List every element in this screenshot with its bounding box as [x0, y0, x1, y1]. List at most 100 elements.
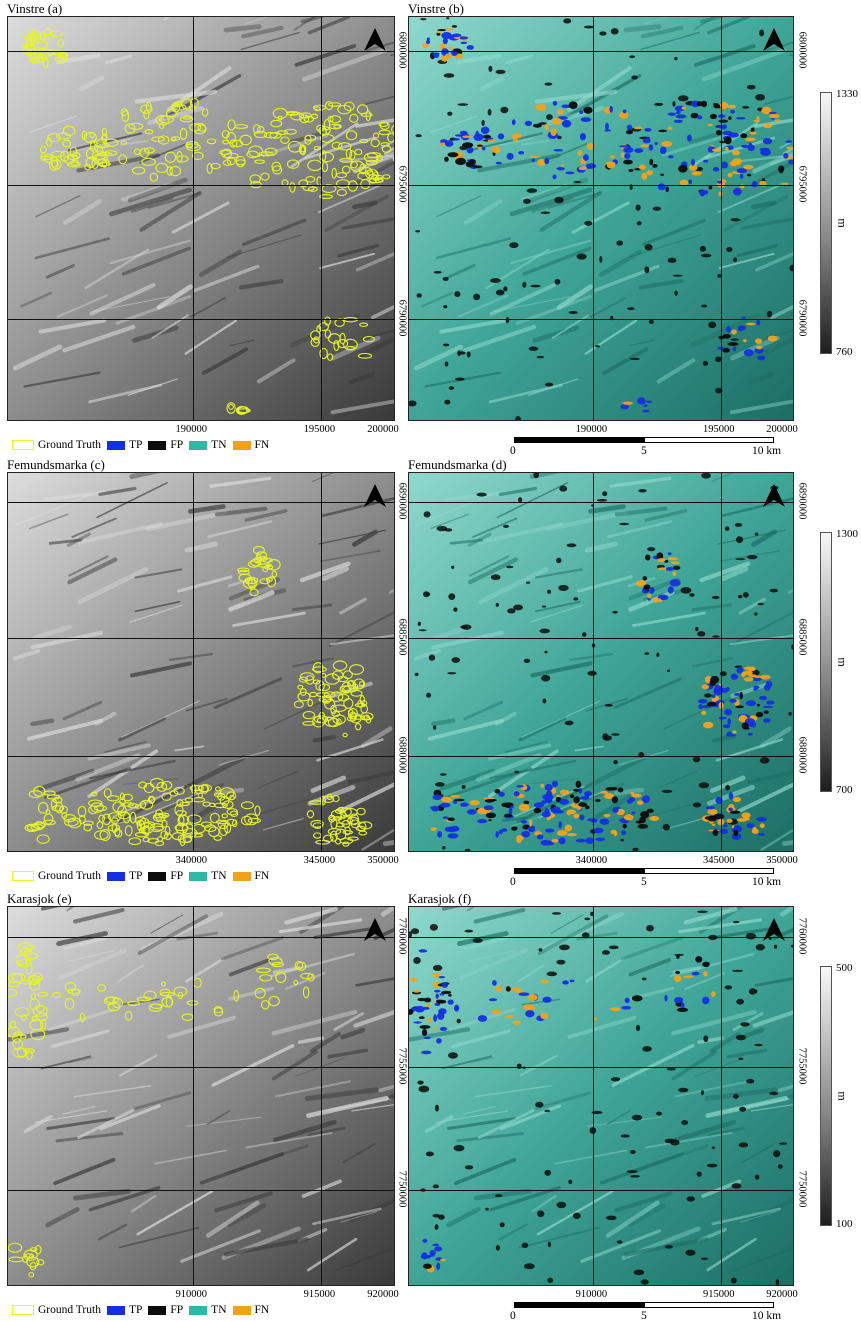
- y-tick-label: 6790000: [396, 299, 408, 337]
- grid-line-horizontal: [409, 756, 793, 758]
- hillshade: [8, 17, 394, 420]
- y-tick-label: 6800000: [796, 31, 808, 68]
- classification-map: [408, 906, 794, 1286]
- y-tick-label: 6885000: [396, 618, 408, 656]
- x-tick-label: 340000: [575, 855, 608, 866]
- y-tick-label: 7750000: [396, 1170, 408, 1208]
- legend-swatch: [106, 1305, 125, 1315]
- x-tick-label: 910000: [575, 1289, 608, 1300]
- legend-label: FP: [170, 1304, 184, 1316]
- elevation-map: [7, 472, 395, 852]
- y-tick-label: 6800000: [396, 31, 408, 68]
- y-tick-label: 6890000: [796, 482, 808, 519]
- x-tick-label: 190000: [575, 424, 608, 435]
- grid-line-vertical: [193, 907, 195, 1285]
- legend-item-fp: FP: [148, 1304, 183, 1316]
- classification-overlay: [409, 473, 793, 851]
- x-tick-label: 200000: [766, 424, 798, 435]
- y-tick-label: 6880000: [396, 736, 408, 774]
- colorbar-min-label: 760: [836, 346, 853, 358]
- x-tick-label: 190000: [175, 424, 208, 435]
- x-tick-label: 920000: [367, 1289, 399, 1300]
- x-tick-label: 340000: [175, 855, 208, 866]
- legend-label: TN: [211, 439, 227, 451]
- legend-swatch: [148, 440, 167, 450]
- grid-line-horizontal: [409, 501, 793, 503]
- grid-line-horizontal: [409, 937, 793, 939]
- legend-swatch: [148, 871, 167, 881]
- scale-bar: [514, 1302, 774, 1310]
- legend-item-tp: TP: [106, 870, 143, 882]
- legend: Ground Truth TP FP TN FN: [12, 439, 275, 451]
- legend-item-tn: TN: [189, 870, 227, 882]
- north-arrow-icon: [362, 483, 388, 509]
- y-tick-label: 6790000: [796, 299, 808, 337]
- legend-item-fp: FP: [148, 439, 183, 451]
- scale-bar: [514, 437, 774, 445]
- grid-line-vertical: [720, 17, 722, 420]
- x-tick-label: 195000: [702, 424, 735, 435]
- legend-item-ground_truth: Ground Truth: [12, 1304, 101, 1316]
- legend-label: TP: [128, 439, 143, 451]
- legend-swatch: [106, 871, 125, 881]
- legend-label: Ground Truth: [38, 1304, 101, 1316]
- scale-mid-label: 5: [641, 1310, 647, 1322]
- grid-line-horizontal: [409, 1190, 793, 1192]
- x-tick-label: 195000: [303, 424, 336, 435]
- elevation-colorbar: [820, 92, 832, 354]
- legend-swatch: [189, 440, 208, 450]
- legend-label: TN: [211, 1304, 227, 1316]
- scale-bar-black-segment: [514, 868, 644, 874]
- legend-item-ground_truth: Ground Truth: [12, 870, 101, 882]
- legend-swatch: [232, 440, 251, 450]
- grid-line-vertical: [321, 17, 323, 420]
- y-tick-label: 6795000: [396, 165, 408, 203]
- x-tick-label: 345000: [702, 855, 735, 866]
- scale-bar-black-segment: [514, 1302, 644, 1308]
- legend-item-fp: FP: [148, 870, 183, 882]
- north-arrow-icon: [362, 27, 388, 53]
- north-arrow-icon: [761, 483, 787, 509]
- x-tick-label: 350000: [367, 855, 399, 866]
- grid-line-vertical: [720, 907, 722, 1285]
- grid-line-horizontal: [8, 185, 394, 187]
- grid-line-vertical: [193, 473, 195, 851]
- elevation-map: [7, 906, 395, 1286]
- legend-item-tp: TP: [106, 1304, 142, 1316]
- legend-swatch: [189, 1305, 208, 1315]
- legend-swatch: [106, 440, 125, 450]
- grid-line-vertical: [720, 473, 722, 851]
- x-tick-label: 345000: [303, 855, 336, 866]
- legend-swatch: [12, 1305, 34, 1315]
- grid-line-horizontal: [8, 1066, 394, 1068]
- colorbar-max-label: 1330: [836, 88, 858, 100]
- legend-label: FN: [254, 1304, 270, 1316]
- y-tick-label: 7760000: [796, 918, 808, 955]
- colorbar-max-label: 1300: [836, 528, 858, 540]
- colorbar-min-label: 700: [836, 784, 853, 796]
- hillshade: [8, 907, 394, 1285]
- legend-label: TP: [128, 870, 143, 882]
- legend-swatch: [148, 1305, 167, 1315]
- scale-start-label: 0: [510, 445, 516, 457]
- classification-map: [408, 16, 794, 421]
- legend-swatch: [12, 871, 34, 881]
- y-tick-label: 7755000: [396, 1047, 408, 1084]
- y-tick-label: 6880000: [796, 736, 808, 774]
- colorbar-unit: m: [835, 218, 850, 228]
- colorbar-max-label: 500: [836, 962, 853, 974]
- x-tick-label: 200000: [367, 424, 399, 435]
- grid-line-vertical: [321, 473, 323, 851]
- scale-bar-white-segment: [644, 1302, 774, 1308]
- grid-line-horizontal: [8, 1190, 394, 1192]
- scale-mid-label: 5: [641, 445, 647, 457]
- grid-line-horizontal: [409, 185, 793, 187]
- legend-item-fn: FN: [232, 439, 269, 451]
- grid-line-horizontal: [409, 50, 793, 52]
- classification-overlay: [409, 907, 793, 1285]
- panel-title-right: Femundsmarka (d): [408, 457, 507, 472]
- legend-swatch: [189, 871, 208, 881]
- legend-item-fn: FN: [232, 870, 269, 882]
- grid-line-vertical: [321, 907, 323, 1285]
- panel-title-left: Karasjok (e): [7, 891, 72, 906]
